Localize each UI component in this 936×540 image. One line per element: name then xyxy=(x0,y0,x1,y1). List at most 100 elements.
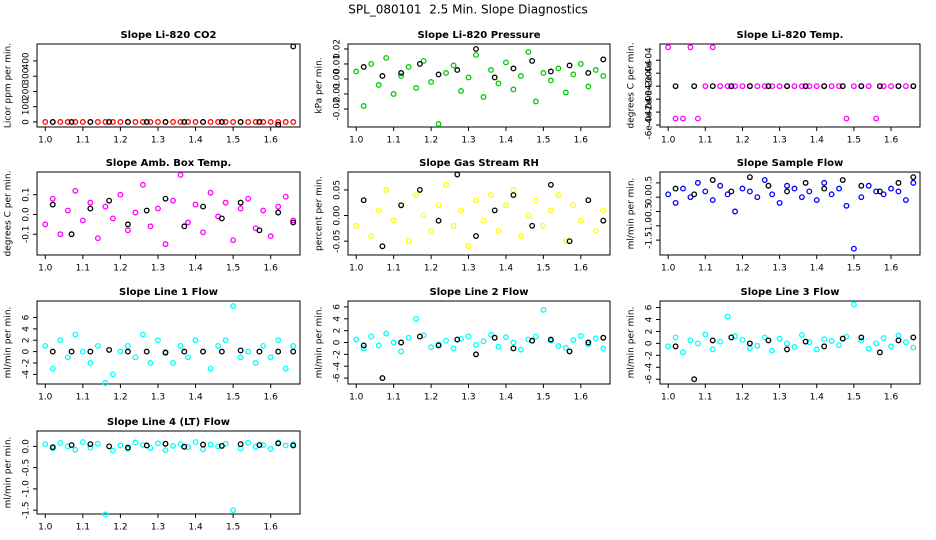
point xyxy=(458,207,464,214)
point xyxy=(368,233,375,239)
point xyxy=(256,442,263,448)
point xyxy=(865,182,872,189)
x-tick-label: 1.6 xyxy=(574,264,589,274)
point xyxy=(600,56,607,63)
point xyxy=(94,235,101,242)
point xyxy=(218,442,225,449)
plot-frame xyxy=(659,43,921,128)
x-tick-label: 1.5 xyxy=(226,136,240,146)
x-tick-label: 1.1 xyxy=(386,393,400,403)
x-tick-label: 1.6 xyxy=(574,393,589,403)
point xyxy=(185,444,191,451)
point xyxy=(132,354,139,361)
y-tick-label: 400 xyxy=(22,52,32,69)
point xyxy=(555,65,562,72)
x-tick-label: 1.4 xyxy=(188,136,203,146)
point xyxy=(465,74,472,81)
point xyxy=(162,195,169,202)
y-tick-label: 0.00 xyxy=(333,69,343,89)
y-tick-label: 0.0 xyxy=(22,439,32,454)
point xyxy=(413,192,420,199)
point xyxy=(390,339,397,346)
point xyxy=(215,342,222,349)
x-tick-label: 1.6 xyxy=(884,136,899,146)
y-tick-label: -0.5 xyxy=(22,459,32,477)
point xyxy=(256,227,263,234)
point xyxy=(72,446,79,453)
point xyxy=(895,83,902,90)
point xyxy=(155,337,161,344)
point xyxy=(495,227,502,234)
point xyxy=(592,227,599,234)
y-tick-label: 0.00 xyxy=(333,205,343,225)
point xyxy=(218,348,225,355)
point xyxy=(290,217,297,224)
x-tick-label: 1.3 xyxy=(772,393,786,403)
point xyxy=(275,121,282,128)
point xyxy=(140,331,146,338)
point xyxy=(510,65,517,72)
point xyxy=(177,342,184,349)
panel-title: Slope Line 2 Flow xyxy=(430,287,529,298)
point xyxy=(858,182,865,189)
point xyxy=(230,507,237,514)
point xyxy=(798,194,805,201)
x-tick-label: 1.1 xyxy=(698,393,712,403)
x-tick-label: 1.2 xyxy=(735,264,749,274)
point xyxy=(839,83,846,90)
y-axis-label: degrees C per min. xyxy=(627,43,637,129)
y-tick-label: -0.05 xyxy=(333,230,343,253)
point xyxy=(102,511,109,518)
y-axis-label: degrees C per min. xyxy=(4,171,14,257)
point xyxy=(784,340,790,347)
point xyxy=(106,443,113,450)
point xyxy=(435,217,442,224)
panel: Slope Gas Stream RH percent per min. 1.0 1.… xyxy=(315,158,611,274)
point xyxy=(865,83,872,90)
point xyxy=(79,217,86,224)
y-tick-label: 0.02 xyxy=(333,39,343,59)
point xyxy=(828,338,835,344)
point xyxy=(843,115,850,122)
point xyxy=(260,342,267,349)
point xyxy=(140,442,146,448)
y-tick-label: -1.5 xyxy=(645,231,655,249)
point xyxy=(880,83,887,90)
point xyxy=(865,345,872,352)
point xyxy=(57,119,64,125)
point xyxy=(124,444,131,451)
point xyxy=(282,442,289,449)
point xyxy=(170,360,176,366)
point xyxy=(435,121,442,127)
point xyxy=(798,83,805,90)
point xyxy=(267,119,274,125)
panel: Slope Li-820 Temp. degrees C per min. 1.0 1… xyxy=(627,30,921,146)
point xyxy=(724,313,731,320)
point xyxy=(717,182,724,189)
y-tick-label: 0.5 xyxy=(645,176,655,190)
y-tick-label: -4 xyxy=(645,363,655,372)
point xyxy=(802,179,809,186)
point xyxy=(540,222,547,229)
point xyxy=(709,337,716,344)
x-tick-label: 1.2 xyxy=(113,136,127,146)
point xyxy=(888,83,894,90)
point xyxy=(360,345,367,352)
x-tick-label: 1.1 xyxy=(76,393,90,403)
x-tick-label: 1.3 xyxy=(461,136,475,146)
point xyxy=(290,43,297,50)
y-tick-label: -1.5 xyxy=(22,501,32,519)
x-tick-label: 1.1 xyxy=(698,136,712,146)
x-tick-label: 1.0 xyxy=(349,264,364,274)
point xyxy=(416,186,423,193)
x-tick-label: 1.0 xyxy=(661,136,676,146)
point xyxy=(290,348,297,355)
point xyxy=(532,98,539,105)
point xyxy=(215,119,222,125)
point xyxy=(102,379,109,386)
point xyxy=(585,197,592,204)
point xyxy=(510,345,517,352)
point xyxy=(450,345,457,352)
point xyxy=(687,194,694,201)
